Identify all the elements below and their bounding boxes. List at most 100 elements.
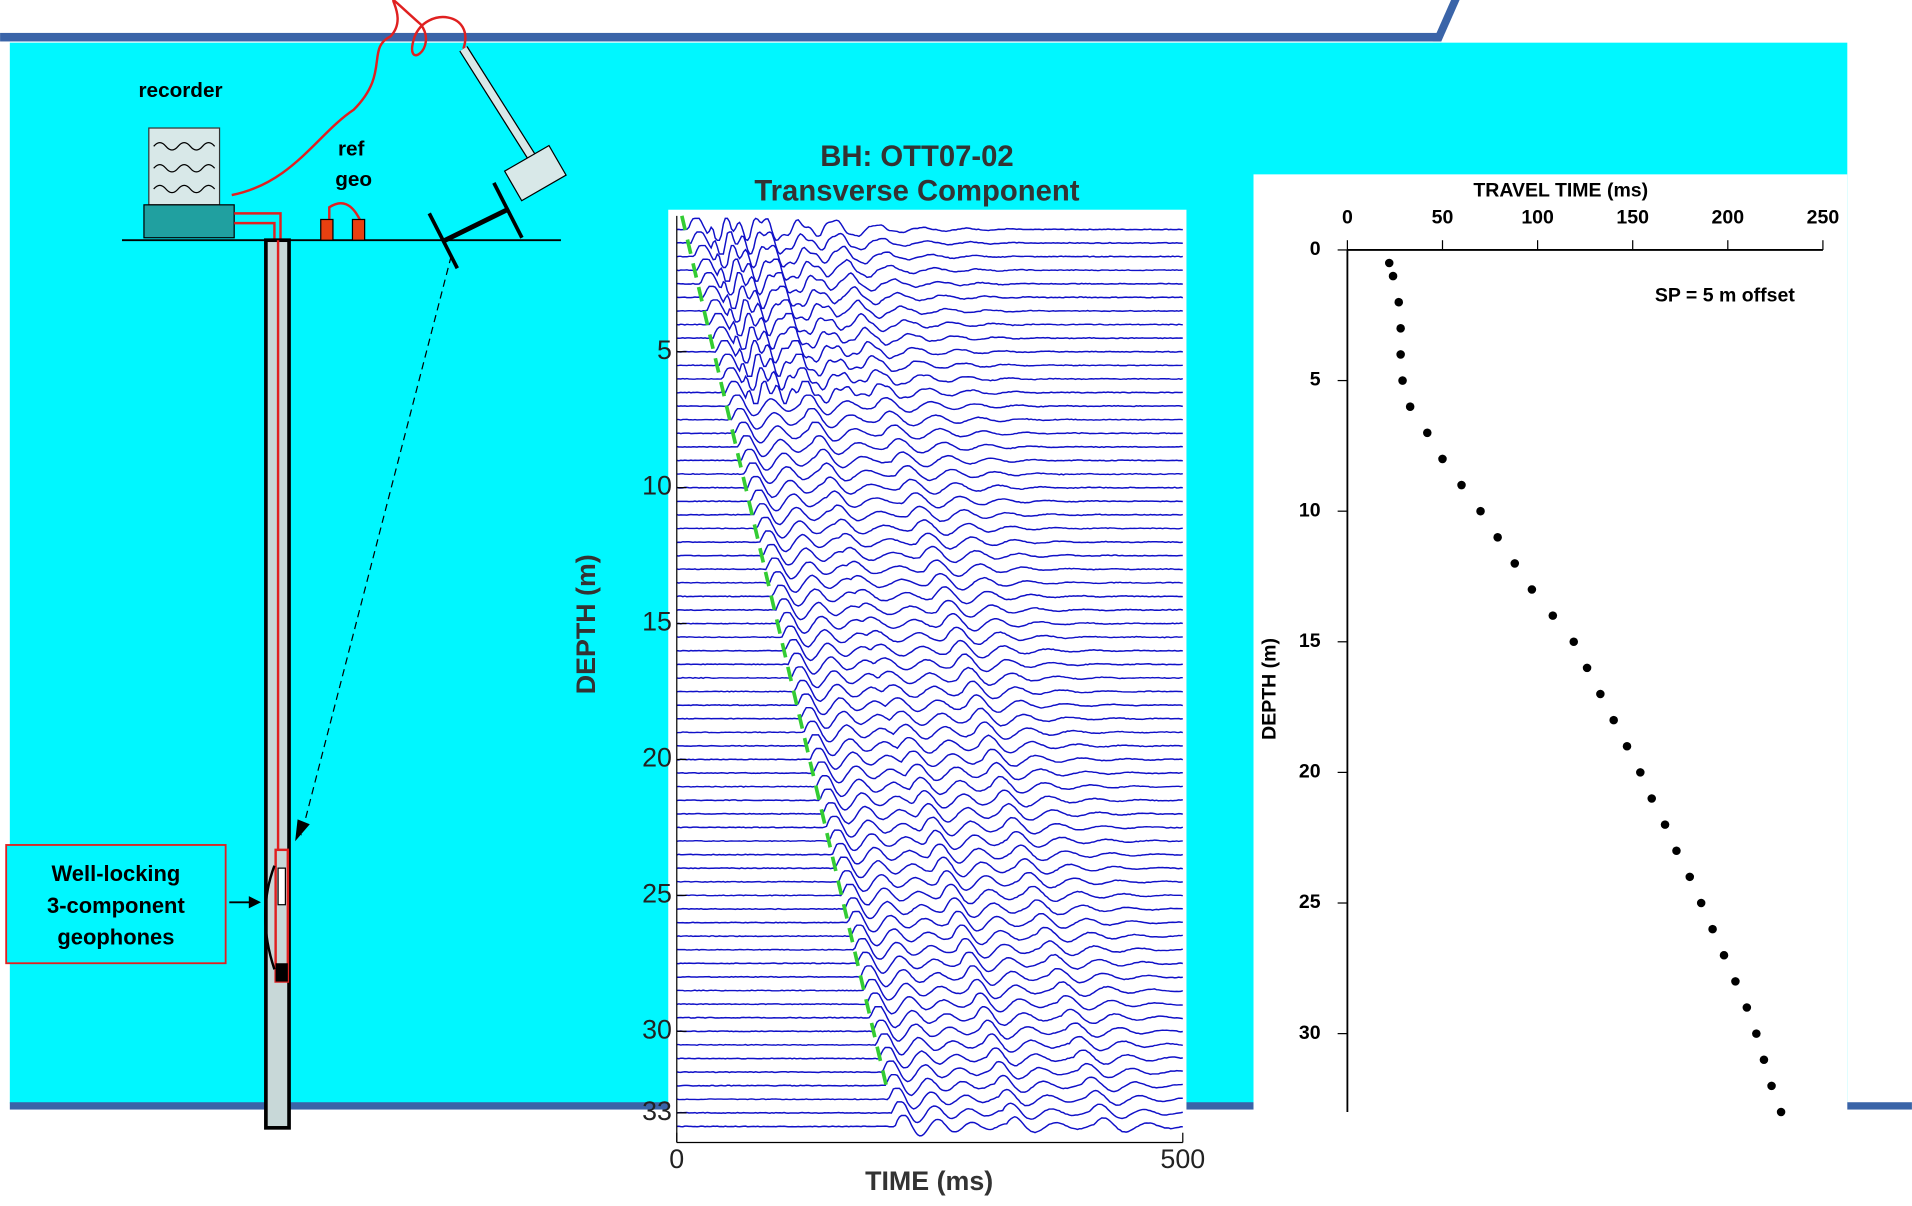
data-point — [1527, 585, 1537, 594]
data-point — [1742, 1003, 1752, 1012]
trace — [676, 734, 1183, 757]
trace — [676, 272, 1183, 296]
data-point — [1510, 559, 1520, 568]
chart-title: TRAVEL TIME (ms) — [1473, 180, 1648, 202]
data-point — [1476, 506, 1485, 516]
data-point — [1708, 924, 1717, 934]
data-point — [1398, 376, 1407, 385]
trace — [676, 258, 1183, 282]
data-point — [1731, 977, 1740, 986]
trace — [676, 992, 1183, 1015]
data-point — [1582, 663, 1592, 673]
y-tick-label: 15 — [642, 607, 672, 637]
trace — [676, 1073, 1183, 1097]
chart-title: BH: OTT07-02 — [820, 141, 1013, 173]
trace — [676, 516, 1183, 539]
trace — [676, 421, 1183, 444]
trace — [676, 842, 1183, 865]
trace — [676, 897, 1183, 920]
trace — [676, 380, 1183, 405]
trace — [676, 299, 1183, 323]
trace — [676, 1087, 1183, 1110]
trace — [676, 462, 1183, 485]
trace — [676, 584, 1183, 607]
trace — [676, 1033, 1183, 1056]
trace — [676, 530, 1183, 553]
trace — [676, 1114, 1183, 1137]
x-tick-label: 0 — [1342, 206, 1353, 228]
borehole-diagram: recorder ref geo Well-locking 3-componen… — [5, 0, 567, 1130]
trace — [676, 706, 1183, 729]
trace — [676, 761, 1183, 784]
trace — [676, 611, 1183, 634]
trace — [676, 720, 1183, 743]
trace — [676, 475, 1183, 499]
trace — [676, 353, 1183, 378]
geophone-label: geophones — [57, 925, 174, 950]
data-point — [1423, 428, 1432, 438]
trace — [676, 978, 1184, 1001]
y-tick-label: 25 — [1299, 891, 1321, 913]
trace — [676, 965, 1183, 988]
y-tick-label: 0 — [1310, 238, 1321, 260]
trace — [676, 856, 1183, 879]
data-point — [1396, 350, 1405, 359]
trace — [676, 652, 1183, 675]
data-point — [1622, 742, 1632, 751]
trace — [676, 1019, 1183, 1042]
trace — [676, 448, 1183, 471]
trace — [676, 1101, 1183, 1124]
trace — [676, 231, 1183, 255]
data-point — [1660, 820, 1670, 829]
trace — [676, 394, 1183, 417]
trace — [676, 557, 1183, 580]
trace — [676, 244, 1183, 269]
trace — [676, 747, 1184, 770]
data-point — [1396, 324, 1405, 333]
trace — [676, 1046, 1183, 1069]
y-tick-label: 33 — [642, 1096, 672, 1126]
data-point — [1438, 454, 1447, 464]
trace — [676, 489, 1183, 512]
geophone-label: Well-locking — [52, 861, 181, 886]
data-point — [1696, 898, 1706, 908]
top-bar — [0, 32, 1439, 42]
data-point — [1388, 271, 1398, 281]
y-tick-label: 10 — [642, 471, 672, 501]
y-axis-label: DEPTH (m) — [1259, 638, 1281, 740]
trace — [676, 1060, 1183, 1083]
data-point — [1647, 794, 1656, 803]
ref-label: ref — [338, 137, 365, 160]
y-tick-label: 25 — [642, 878, 672, 908]
trace — [676, 924, 1183, 947]
data-point — [1719, 950, 1729, 960]
top-slash — [1432, 0, 1460, 42]
x-tick-label: 250 — [1807, 206, 1840, 228]
x-tick-label: 200 — [1712, 206, 1745, 228]
data-point — [1759, 1055, 1769, 1065]
y-axis-label: DEPTH (m) — [571, 554, 601, 694]
trace — [676, 870, 1183, 893]
annotation: SP = 5 m offset — [1655, 284, 1795, 306]
trace — [676, 326, 1183, 350]
data-point — [1636, 768, 1645, 777]
data-point — [1569, 637, 1579, 647]
x-tick-label: 50 — [1432, 206, 1454, 228]
y-tick-label: 20 — [1299, 761, 1321, 783]
trace — [676, 666, 1183, 689]
trace — [676, 367, 1183, 391]
data-point — [1493, 533, 1502, 542]
travel-time-panel — [1253, 174, 1848, 1201]
trace — [676, 435, 1183, 458]
y-tick-label: 5 — [1310, 369, 1321, 391]
trace — [676, 407, 1183, 430]
trace — [676, 788, 1183, 811]
trace — [676, 571, 1183, 593]
x-tick-label: 0 — [669, 1144, 684, 1174]
data-point — [1685, 872, 1695, 882]
y-tick-label: 5 — [657, 335, 672, 365]
data-point — [1672, 846, 1681, 856]
trace — [676, 625, 1183, 648]
y-tick-label: 15 — [1299, 630, 1321, 652]
